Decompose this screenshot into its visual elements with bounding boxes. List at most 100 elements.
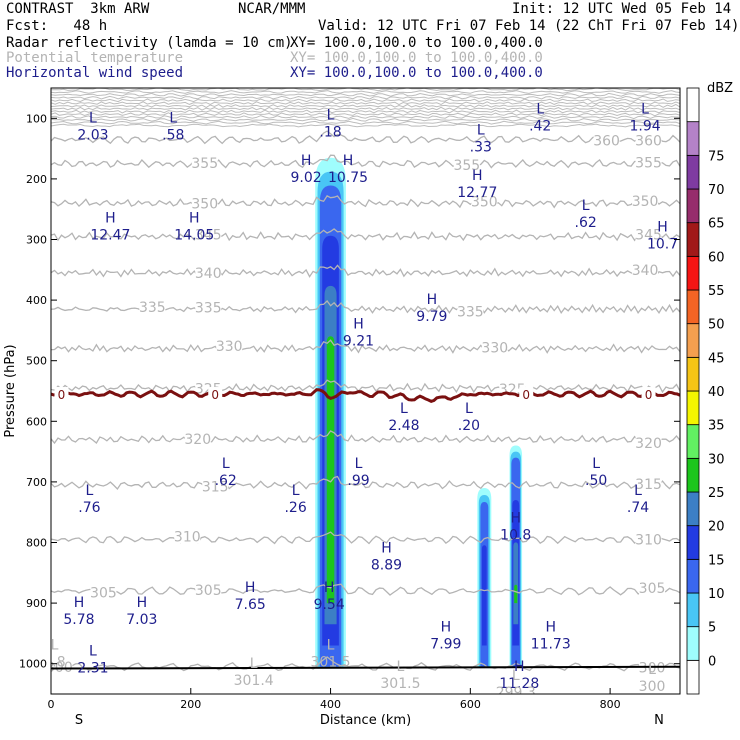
colorbar-level-label: 50 <box>708 318 725 333</box>
wind-extremum-kind: H <box>427 292 438 308</box>
theta-label: 340 <box>632 263 659 279</box>
colorbar-level-label: 70 <box>708 183 725 198</box>
colorbar-level-label: 0 <box>708 654 716 669</box>
wind-extremum-value: 9.21 <box>343 333 374 349</box>
theta-label-mask <box>632 193 659 209</box>
y-tick-label: 900 <box>26 597 47 610</box>
colorbar-level-label: 5 <box>708 621 716 636</box>
colorbar-level-label: 25 <box>708 486 725 501</box>
colorbar-level-label: 15 <box>708 553 725 568</box>
y-tick-label: 700 <box>26 476 47 489</box>
theta-isentrope <box>51 228 680 242</box>
field-wind-label: Horizontal wind speed <box>6 65 184 81</box>
theta-label-mask <box>471 193 498 209</box>
colorbar-swatch <box>686 188 700 224</box>
colorbar-swatch <box>686 491 700 527</box>
wind-extremum-value: .99 <box>347 473 369 489</box>
theta-extremum-kind: L <box>512 668 520 684</box>
theta-label-mask <box>635 531 662 547</box>
wind-extremum-kind: H <box>324 580 335 596</box>
freezing-label-mask <box>208 387 223 401</box>
theta-label: 355 <box>453 158 480 174</box>
theta-label: 330 <box>216 339 243 355</box>
theta-label: 315 <box>202 479 229 495</box>
theta-label: 335 <box>195 301 222 317</box>
wind-extremum-value: 10.7 <box>647 236 678 252</box>
wind-extremum-kind: L <box>641 101 649 117</box>
wind-extremum-kind: L <box>592 456 600 472</box>
theta-isentrope <box>51 430 680 445</box>
theta-isentrope <box>51 531 680 545</box>
wind-extremum-kind: L <box>169 110 177 126</box>
field-reflectivity-xy: XY= 100.0,100.0 to 100.0,400.0 <box>290 35 543 51</box>
wind-extremum-kind: H <box>514 659 525 675</box>
wind-extremum-kind: L <box>327 107 335 123</box>
theta-label: 355 <box>635 156 662 172</box>
theta-label-mask <box>632 262 659 278</box>
wind-extremum-value: 5.78 <box>63 612 94 628</box>
theta-label-mask <box>195 264 222 280</box>
colorbar-level-label: 10 <box>708 587 725 602</box>
wind-extremum-kind: L <box>89 644 97 660</box>
stratosphere-isentrope <box>51 101 680 106</box>
colorbar-level-label: 75 <box>708 149 725 164</box>
wind-extremum-kind: H <box>510 510 521 526</box>
colorbar-unit-label: dBZ <box>707 81 733 96</box>
colorbar-swatch <box>686 424 700 459</box>
theta-isentrope <box>51 195 680 209</box>
freezing-level: 0 0 0 0 <box>51 387 680 404</box>
freezing-label: 0 <box>211 388 219 402</box>
wind-extremum-value: 9.79 <box>416 309 447 325</box>
field-wind-xy: XY= 100.0,100.0 to 100.0,400.0 <box>290 65 543 81</box>
theta-extremum-value: 301.5 <box>380 676 420 692</box>
wind-extremum-kind: H <box>301 153 312 169</box>
field-reflectivity-label: Radar reflectivity (lamda = 10 cm) <box>6 35 293 51</box>
wind-extremum-kind: L <box>222 456 230 472</box>
wind-extremum-value: 14.05 <box>174 227 214 243</box>
wind-extremum-kind: H <box>441 619 452 635</box>
colorbar-swatch <box>686 323 700 358</box>
wind-extremum-value: 7.99 <box>430 636 461 652</box>
theta-isentrope <box>51 379 680 394</box>
wind-extremum-value: .42 <box>529 118 551 134</box>
colorbar-swatch <box>686 154 700 190</box>
wind-extremum-kind: L <box>292 483 300 499</box>
colorbar-swatch <box>686 558 700 594</box>
colorbar-swatch <box>686 255 700 291</box>
wind-extremum-kind: H <box>137 595 148 611</box>
wind-extremum-value: 10.8 <box>500 527 531 543</box>
theta-label: 305 <box>90 585 117 601</box>
wind-extremum-value: 2.48 <box>388 418 419 434</box>
colorbar-level-label: 45 <box>708 351 725 366</box>
theta-label-mask <box>453 156 480 172</box>
wind-extremum-value: 2.03 <box>77 127 108 143</box>
colorbar: 0 5 10 15 20 25 30 35 40 45 50 55 60 65 70 75 dBZ <box>686 81 733 695</box>
theta-label-mask <box>195 299 222 315</box>
wind-extremum-value: 7.03 <box>126 612 157 628</box>
theta-label: 335 <box>139 300 166 316</box>
stratosphere-isentrope <box>51 95 680 100</box>
theta-label: 360 <box>635 134 662 150</box>
wind-extremum-value: 12.77 <box>457 185 497 201</box>
wind-extremum-value: .62 <box>575 215 597 231</box>
theta-label-mask <box>202 478 229 494</box>
wind-extremum-kind: H <box>381 541 392 557</box>
stratosphere-isentropes <box>51 88 680 128</box>
freezing-label-mask <box>54 387 69 401</box>
theta-label-mask <box>195 582 222 598</box>
reflectivity-contour <box>514 584 518 604</box>
theta-extremum-kind: L <box>397 659 405 675</box>
theta-label-mask <box>90 584 117 600</box>
wind-extremum-value: .20 <box>458 418 480 434</box>
wind-extremum-value: 7.65 <box>235 597 266 613</box>
wind-extremum-value: 9.54 <box>314 597 345 613</box>
wind-extremum-value: 11.73 <box>531 636 571 652</box>
stratosphere-isentrope <box>51 123 680 128</box>
stratosphere-isentrope <box>51 92 680 97</box>
freezing-level-line <box>51 388 680 404</box>
colorbar-swatch <box>686 289 700 325</box>
freezing-label-mask <box>519 387 534 401</box>
theta-extremum-value: 299.3 <box>496 685 536 701</box>
x-tick-label: 0 <box>48 698 55 711</box>
